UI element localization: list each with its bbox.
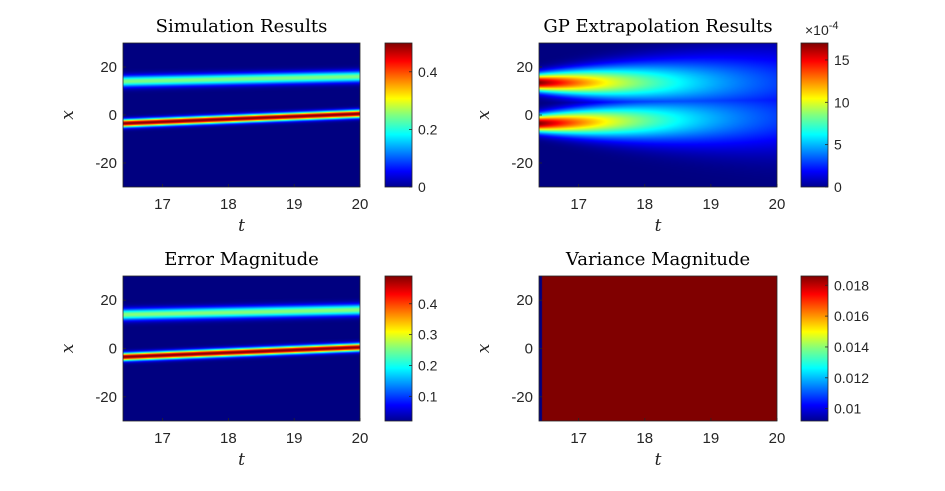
panel-title: Simulation Results [156, 16, 328, 37]
colorbar-tick-label: 0.2 [418, 121, 438, 137]
heatmap-image [123, 43, 360, 187]
colorbar-tick-label: 0.012 [834, 370, 869, 386]
y-tick-label: 20 [100, 292, 117, 309]
panel-title: Error Magnitude [164, 249, 319, 270]
panel-1: Simulation Results 17 18 19 20 20 0 -20 t x 0 0.2 0.… [58, 16, 438, 236]
colorbar-tick-label: 10 [834, 94, 850, 110]
y-tick-label: -20 [511, 389, 533, 406]
colorbar-tick-label: 15 [834, 52, 850, 68]
colorbar-tick-label: 0.4 [418, 296, 438, 312]
heatmap-image [539, 43, 777, 187]
x-tick-label: 18 [220, 430, 237, 447]
x-tick-label: 20 [352, 196, 369, 213]
x-tick-label: 17 [570, 196, 587, 213]
colorbar [801, 276, 828, 421]
colorbar-tick-label: 0.014 [834, 339, 869, 355]
y-axis-label: x [474, 343, 494, 353]
x-tick-label: 19 [286, 196, 303, 213]
colorbar-tick-label: 0 [418, 179, 426, 195]
colorbar-tick-label: 0.4 [418, 64, 438, 80]
colorbar-tick-label: 0.3 [418, 327, 438, 343]
y-tick-label: 0 [525, 107, 533, 124]
x-tick-label: 20 [352, 430, 369, 447]
y-axis-label: x [474, 110, 494, 120]
y-tick-label: 20 [516, 59, 533, 76]
colorbar-tick-label: 0.018 [834, 277, 869, 293]
y-tick-label: 0 [525, 341, 533, 358]
x-axis-label: t [238, 216, 245, 236]
colorbar-frame [800, 42, 829, 188]
colorbar-tick-label: 0.01 [834, 401, 861, 417]
x-axis-label: t [655, 450, 662, 470]
y-tick-label: -20 [511, 155, 533, 172]
colorbar-exponent-label: ×10-4 [805, 20, 839, 38]
colorbar-tick-label: 5 [834, 137, 842, 153]
x-tick-label: 17 [154, 430, 171, 447]
x-tick-label: 18 [220, 196, 237, 213]
colorbar-tick-label: 0.2 [418, 357, 438, 373]
y-axis-label: x [58, 343, 78, 353]
colorbar-frame [800, 275, 829, 422]
heatmap-image [539, 276, 777, 421]
y-tick-label: 0 [109, 107, 117, 124]
x-tick-label: 20 [769, 196, 786, 213]
x-tick-label: 17 [570, 430, 587, 447]
colorbar-tick-label: 0.016 [834, 308, 869, 324]
colorbar-frame [384, 275, 413, 422]
colorbar-frame [384, 42, 413, 188]
x-tick-label: 19 [703, 430, 720, 447]
y-tick-label: 0 [109, 341, 117, 358]
colorbar [385, 276, 412, 421]
y-tick-label: -20 [95, 389, 117, 406]
panel-2: GP Extrapolation Results 17 18 19 20 20 0 -20 t x… [474, 16, 850, 236]
x-tick-label: 20 [769, 430, 786, 447]
y-tick-label: 20 [100, 59, 117, 76]
colorbar-exponent-power: -4 [829, 20, 839, 32]
colorbar-tick-label: 0.1 [418, 388, 438, 404]
colorbar-tick-label: 0 [834, 179, 842, 195]
x-axis-label: t [238, 450, 245, 470]
colorbar-exponent-base: ×10 [805, 22, 829, 38]
x-tick-label: 19 [703, 196, 720, 213]
heatmap-image [123, 276, 360, 421]
panel-3: Error Magnitude 17 18 19 20 20 0 -20 t x 0.1 0.2 0.3… [58, 249, 438, 470]
colorbar [801, 43, 828, 187]
x-tick-label: 19 [286, 430, 303, 447]
y-tick-label: -20 [95, 155, 117, 172]
colorbar [385, 43, 412, 187]
x-tick-label: 18 [636, 196, 653, 213]
panel-4: Variance Magnitude 17 18 19 20 20 0 -20 t x 0.01 0.… [474, 249, 869, 470]
x-axis-label: t [655, 216, 662, 236]
panel-title: GP Extrapolation Results [543, 16, 772, 37]
y-tick-label: 20 [516, 292, 533, 309]
x-tick-label: 18 [636, 430, 653, 447]
x-tick-label: 17 [154, 196, 171, 213]
y-axis-label: x [58, 110, 78, 120]
panel-title: Variance Magnitude [565, 249, 750, 270]
